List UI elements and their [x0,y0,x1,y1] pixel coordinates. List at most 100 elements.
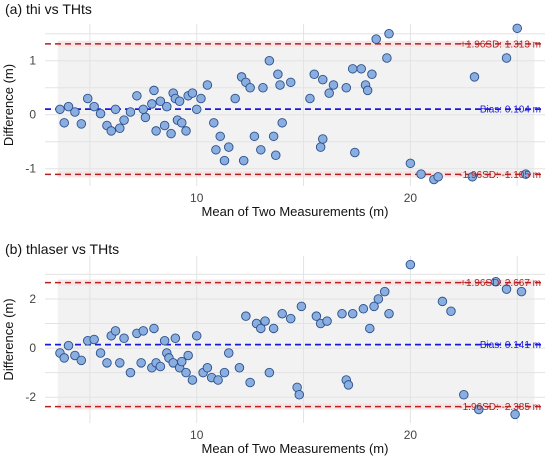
data-point [187,88,198,98]
data-point [311,311,322,321]
data-point [521,169,531,179]
data-point [362,85,373,96]
data-point [149,323,159,334]
data-point [273,69,283,79]
data-point [343,380,354,390]
data-point [258,82,268,93]
data-point [268,323,279,334]
bland-altman-chart-b: +1.96SD: 2.667 m Bias: 0.141 m -1.96SD: -2… [1,256,545,456]
upper-limit-label: +1.96SD: 2.667 m [460,278,541,289]
data-point [469,72,480,82]
data-point [256,323,266,334]
data-point [213,375,223,385]
data-point [151,126,161,136]
chart-title: (b) thlaser vs THts [5,241,120,257]
data-point [347,308,358,319]
data-point [285,77,296,88]
data-point [260,316,270,326]
data-point [384,28,394,39]
data-point [159,335,170,346]
data-point [132,91,142,101]
data-point [467,172,478,182]
y-axis-title: Difference (m) [1,64,16,146]
data-point [268,131,279,142]
data-point [491,277,501,287]
data-point [140,112,151,123]
data-point [241,311,251,321]
x-tick-label: 10 [190,428,204,442]
data-point [177,118,187,128]
data-point [63,340,74,351]
chart-title: (a) thi vs THts [5,1,92,17]
data-point [224,348,234,358]
data-point [341,82,352,93]
data-point [271,150,281,160]
data-point [110,326,121,336]
data-point [191,331,202,341]
y-tick-label: 1 [29,54,36,68]
data-point [501,53,512,63]
data-point [296,301,307,312]
data-point [181,126,191,136]
data-point [202,362,213,373]
data-point [318,134,328,144]
data-point [219,367,230,378]
data-point [224,142,234,152]
data-point [405,158,416,169]
data-point [82,93,93,104]
data-point [433,172,443,182]
upper-limit-label: +1.96SD: 1.313 m [460,39,541,50]
data-point [155,361,166,372]
x-tick-label: 10 [190,191,204,205]
bias-label: Bias: 0.141 m [480,340,541,351]
data-point [249,131,260,142]
data-point [305,93,315,104]
data-point [177,356,187,367]
data-point [219,155,230,166]
data-point [328,80,339,90]
data-point [238,155,249,166]
data-point [264,367,275,378]
data-point [170,333,181,344]
data-point [294,390,305,400]
data-point [76,355,87,366]
data-point [347,64,358,74]
data-point [136,358,146,368]
data-point [275,80,285,90]
data-point [230,93,240,104]
data-point [322,316,332,326]
data-point [63,101,74,112]
data-point [384,308,394,319]
data-point [516,286,527,297]
data-point [59,118,69,128]
y-tick-label: 2 [29,292,36,306]
data-point [437,296,448,307]
lower-limit-label: -1.96SD: -1.105 m [459,170,541,181]
data-point [70,350,80,361]
chart-panel-b: (b) thlaser vs THts +1.96SD: 2.667 m Bias… [0,230,550,460]
data-point [162,101,172,112]
data-point [187,375,198,385]
data-point [211,145,221,155]
data-point [277,308,287,319]
data-point [474,404,484,415]
data-point [89,101,99,112]
data-point [95,108,106,119]
data-point [369,301,379,312]
data-point [115,123,125,133]
data-point [149,85,159,96]
data-point [55,104,65,115]
data-point [277,118,287,128]
data-point [125,367,136,378]
data-point [234,362,245,373]
data-point [315,142,326,152]
data-point [501,284,512,294]
data-point [367,69,377,79]
data-point [95,348,106,358]
y-axis-title: Difference (m) [1,298,16,380]
x-tick-label: 20 [404,191,418,205]
data-point [119,333,129,344]
data-point [285,313,296,324]
y-tick-label: 0 [29,341,36,355]
data-point [215,131,225,142]
